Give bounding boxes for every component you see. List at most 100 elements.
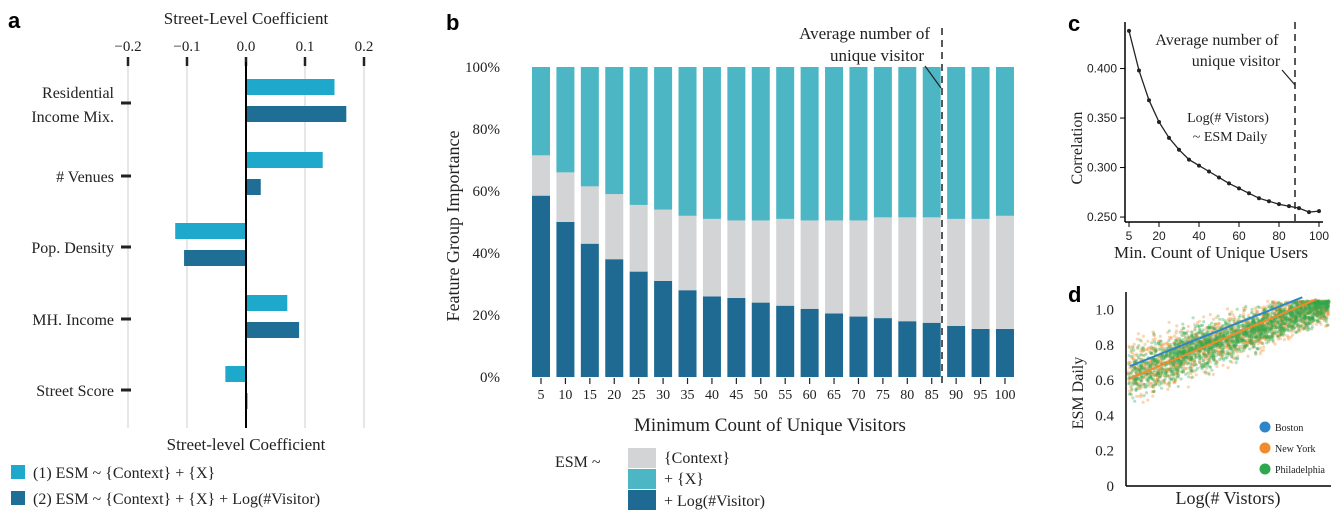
chart-d-point — [1257, 337, 1262, 341]
chart-d-point — [1157, 371, 1161, 375]
chart-d-point — [1287, 318, 1291, 322]
chart-d-point — [1314, 322, 1319, 326]
chart-d-point — [1230, 340, 1234, 344]
chart-d-point — [1326, 323, 1330, 327]
chart-d-point — [1243, 330, 1247, 334]
chart-d-point — [1129, 393, 1133, 397]
chart-d-point — [1288, 303, 1292, 307]
chart-a-legend: (1) ESM ~ {Context} + {X} (2) ESM ~ {Con… — [11, 465, 320, 508]
chart-d-point — [1327, 300, 1331, 304]
chart-d-point — [1312, 308, 1316, 312]
chart-d-point — [1141, 347, 1146, 351]
chart-d-point — [1147, 371, 1151, 375]
chart-d-point — [1211, 338, 1216, 342]
chart-d-point — [1128, 389, 1132, 393]
chart-d-point — [1165, 353, 1169, 357]
chart-d-point — [1266, 322, 1270, 326]
chart-d-point — [1143, 375, 1148, 379]
chart-d-point — [1325, 307, 1329, 311]
chart-d-point — [1200, 367, 1204, 371]
chart-a-x-tick-label: 0.0 — [237, 39, 256, 55]
chart-d-point — [1323, 306, 1327, 310]
chart-b-segment-log-visitor-100 — [995, 328, 1014, 377]
chart-d-point — [1172, 362, 1176, 367]
chart-d-point — [1174, 363, 1178, 367]
chart-d-point — [1241, 339, 1246, 343]
chart-d-point — [1322, 314, 1326, 318]
chart-d-point — [1220, 342, 1224, 347]
chart-d-point — [1264, 307, 1268, 311]
chart-d-point — [1186, 346, 1191, 350]
chart-d-point — [1212, 357, 1216, 361]
chart-d-point — [1278, 333, 1282, 337]
chart-d-point — [1255, 335, 1260, 339]
chart-d-point — [1308, 313, 1312, 317]
chart-b-segment-log-visitor-90 — [947, 325, 966, 377]
chart-d-point — [1219, 334, 1223, 338]
chart-d-point — [1315, 301, 1320, 305]
chart-d-point — [1209, 338, 1213, 343]
chart-c-x-tick-label: 20 — [1152, 229, 1166, 243]
chart-d-point — [1183, 334, 1187, 338]
chart-d-point — [1312, 304, 1316, 309]
chart-d-point — [1285, 322, 1289, 326]
chart-d-point — [1266, 322, 1270, 326]
chart-d-point — [1294, 330, 1298, 334]
chart-d-point — [1221, 334, 1225, 338]
chart-d-point — [1142, 363, 1147, 367]
chart-d-point — [1141, 334, 1145, 338]
chart-d-point — [1316, 304, 1320, 308]
chart-d-point — [1198, 360, 1202, 365]
chart-d-point — [1265, 315, 1269, 319]
chart-d-point — [1320, 301, 1324, 305]
chart-d-point — [1312, 307, 1316, 311]
chart-d-point — [1274, 324, 1278, 328]
chart-d-point — [1218, 334, 1222, 338]
chart-d-point — [1232, 315, 1236, 319]
chart-d-point — [1171, 355, 1175, 359]
chart-d-point — [1260, 329, 1264, 333]
chart-d-point — [1290, 324, 1294, 328]
chart-d-point — [1200, 362, 1204, 366]
chart-d-point — [1294, 319, 1298, 323]
chart-d-point — [1245, 341, 1249, 345]
chart-d-point — [1268, 321, 1272, 325]
chart-d-point — [1208, 337, 1212, 341]
chart-d-point — [1320, 311, 1324, 315]
chart-d-point — [1206, 349, 1210, 353]
chart-d-point — [1199, 331, 1204, 335]
chart-d-point — [1281, 321, 1285, 326]
chart-d-point — [1298, 308, 1302, 312]
chart-d-point — [1282, 329, 1286, 334]
chart-d-point — [1220, 353, 1224, 357]
chart-d-point — [1242, 344, 1246, 349]
chart-d-point — [1203, 356, 1207, 360]
chart-d-point — [1196, 366, 1200, 370]
chart-d-point — [1320, 304, 1325, 308]
chart-d-point — [1188, 355, 1192, 359]
chart-d-point — [1155, 377, 1159, 382]
chart-d-point — [1187, 349, 1191, 353]
chart-d-point — [1276, 325, 1280, 329]
chart-d-point — [1218, 344, 1222, 349]
chart-d-point — [1144, 365, 1148, 369]
chart-d-point — [1134, 352, 1138, 356]
chart-d-point — [1174, 351, 1179, 355]
chart-d-point — [1226, 366, 1230, 370]
chart-c-inset-line-2: ~ ESM Daily — [1193, 130, 1267, 145]
chart-d-point — [1218, 346, 1222, 350]
chart-d-point — [1204, 341, 1208, 345]
chart-b-x-tick-label: 70 — [851, 388, 865, 403]
chart-d-point — [1184, 349, 1188, 354]
chart-d-point — [1253, 339, 1257, 343]
chart-d-point — [1279, 315, 1283, 319]
chart-d-point — [1291, 315, 1295, 319]
chart-d-point — [1201, 338, 1205, 342]
chart-d-point — [1299, 307, 1304, 311]
chart-d-point — [1186, 329, 1190, 333]
chart-d-point — [1163, 371, 1167, 375]
chart-d-point — [1242, 347, 1246, 351]
chart-d-point — [1288, 322, 1292, 326]
chart-d-point — [1214, 334, 1218, 338]
chart-d-point — [1166, 354, 1171, 358]
